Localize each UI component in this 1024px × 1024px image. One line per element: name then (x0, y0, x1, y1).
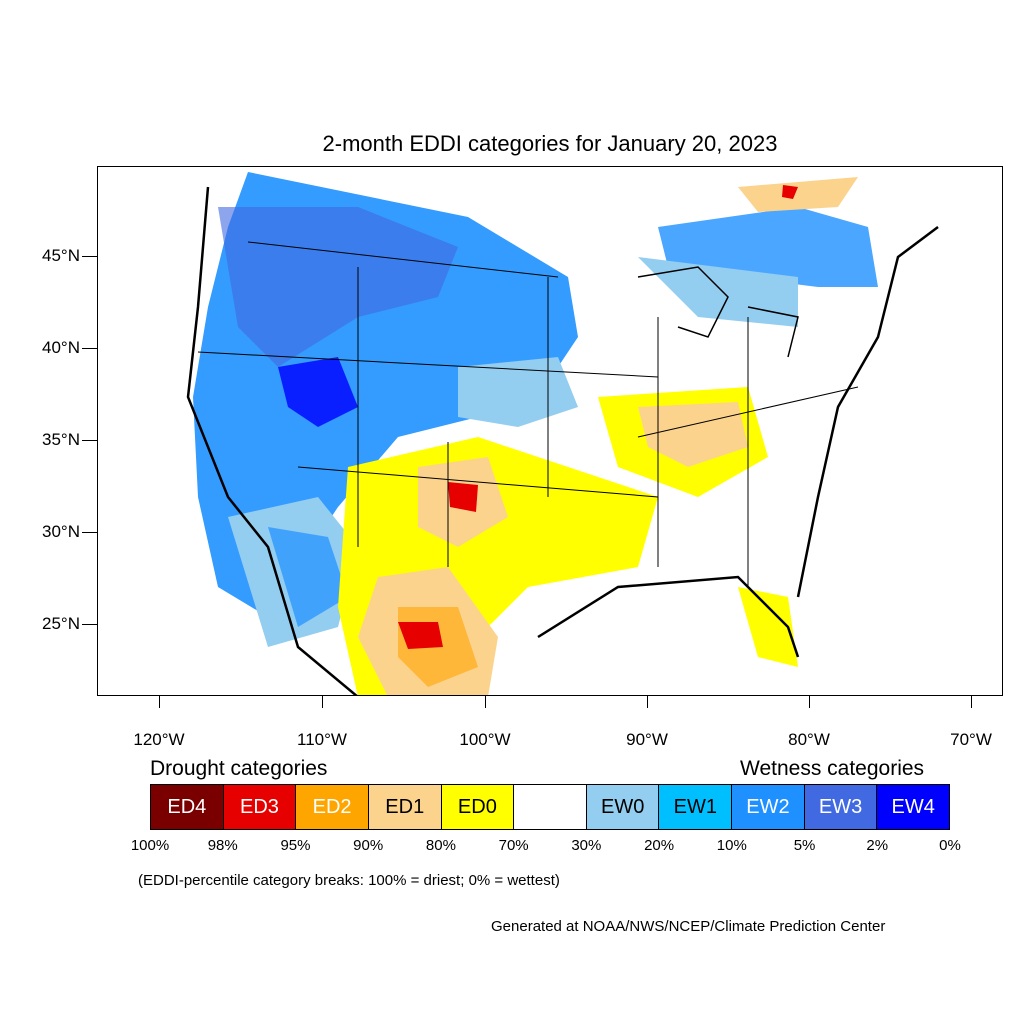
lon-label: 100°W (459, 730, 511, 749)
region-maine-ed0 (738, 177, 858, 212)
legend-cell-ed0: ED0 (441, 785, 515, 829)
lat-label: 40°N (42, 338, 80, 357)
legend-cell-ew1: EW1 (659, 785, 733, 829)
great-lakes-outline (637, 266, 799, 358)
lat-label: 30°N (42, 522, 80, 541)
percentile-break-label: 100% (130, 837, 170, 854)
lat-tick (82, 256, 97, 257)
lat-tick (82, 348, 97, 349)
region-maine-ed3 (782, 185, 798, 199)
lon-tick (159, 696, 160, 708)
percentile-break-label: 10% (716, 837, 747, 854)
region-florida-ed0 (738, 587, 798, 667)
lon-tick (809, 696, 810, 708)
percentile-break-label: 70% (498, 837, 529, 854)
legend-cell-ew4: EW4 (877, 785, 950, 829)
legend-cell-ew2: EW2 (732, 785, 805, 829)
lon-tick (485, 696, 486, 708)
lon-tick (322, 696, 323, 708)
lon-tick (971, 696, 972, 708)
lat-tick (82, 532, 97, 533)
lat-tick (82, 440, 97, 441)
percentile-break-label: 20% (644, 837, 675, 854)
credit-line: Generated at NOAA/NWS/NCEP/Climate Predi… (491, 918, 886, 935)
lon-label: 110°W (297, 730, 347, 749)
lon-tick (647, 696, 648, 708)
lat-label: 45°N (42, 246, 80, 265)
lat-tick (82, 624, 97, 625)
percentile-break-label: 90% (353, 837, 384, 854)
percentile-break-label: 30% (571, 837, 602, 854)
map-title: 2-month EDDI categories for January 20, … (322, 131, 778, 156)
coastline (186, 186, 939, 695)
drought-heading: Drought categories (150, 757, 328, 780)
lon-label: 70°W (950, 730, 992, 749)
wetness-heading: Wetness categories (740, 757, 925, 780)
percentile-break-label: 80% (425, 837, 456, 854)
eddi-map (186, 172, 939, 695)
percentile-break-label: 2% (866, 837, 889, 854)
percentile-break-label: 95% (280, 837, 311, 854)
legend-cell-ed3: ED3 (223, 785, 297, 829)
region-northwest-ew1 (218, 207, 458, 367)
region-panhandle-ed3 (448, 482, 478, 512)
legend-cell-ed2: ED2 (296, 785, 369, 829)
region-southwest-ew1 (268, 527, 348, 627)
legend-colorbar: ED4 ED3 ED2 ED1 ED0 EW0 EW1 EW2 EW3 EW4 (150, 784, 950, 830)
lon-label: 90°W (626, 730, 668, 749)
state-boundaries (197, 241, 859, 587)
legend-cell-normal (514, 785, 587, 829)
map-area (97, 166, 1003, 696)
percentile-break-label: 5% (793, 837, 816, 854)
lon-label: 80°W (788, 730, 830, 749)
lon-label: 120°W (133, 730, 185, 749)
lat-label: 25°N (42, 614, 80, 633)
lat-label: 35°N (42, 430, 80, 449)
region-texas-ed3 (398, 622, 443, 649)
percentile-break-label: 98% (207, 837, 238, 854)
legend-cell-ed4: ED4 (151, 785, 224, 829)
legend-cell-ew3: EW3 (804, 785, 878, 829)
region-great-basin-ew4 (278, 357, 358, 427)
legend-cell-ed1: ED1 (368, 785, 442, 829)
legend-cell-ew0: EW0 (586, 785, 660, 829)
breaks-note: (EDDI-percentile category breaks: 100% =… (138, 872, 560, 889)
percentile-break-label: 0% (939, 837, 961, 854)
